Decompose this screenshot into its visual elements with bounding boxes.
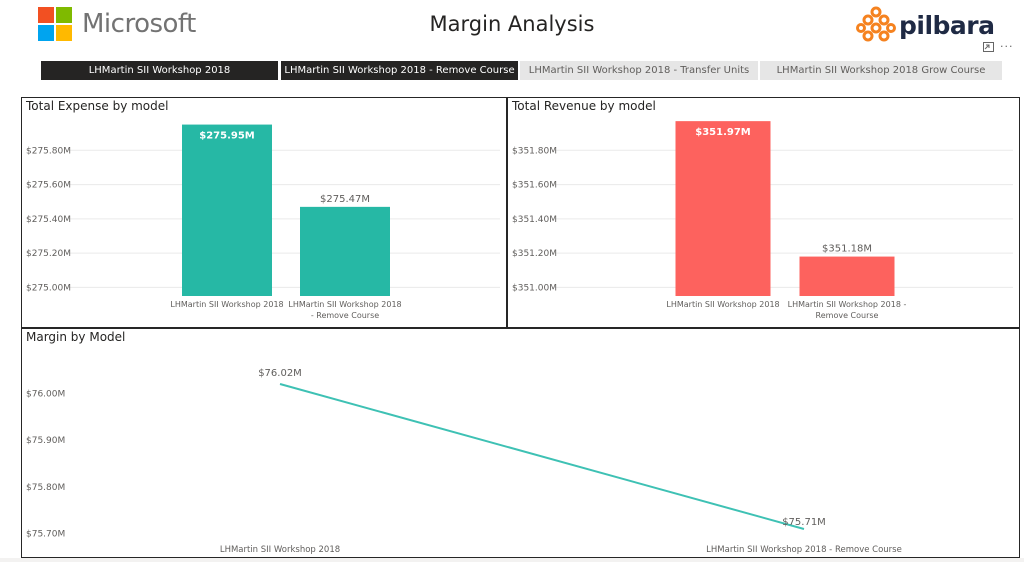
data-label: $275.95M	[199, 131, 255, 142]
logo-square-green	[56, 7, 72, 23]
x-category-label: LHMartin SII Workshop 2018 - Remove Cour…	[706, 545, 902, 555]
microsoft-logo-icon	[38, 7, 72, 41]
y-tick-label: $351.00M	[512, 283, 557, 293]
margin-series-line	[279, 383, 805, 530]
visual-toolbar: ···	[983, 40, 1014, 53]
pilbara-logo-icon	[856, 6, 896, 42]
x-category-label: LHMartin SII Workshop 2018 -Remove Cours…	[788, 300, 907, 320]
revenue-chart-title: Total Revenue by model	[512, 99, 656, 113]
y-tick-label: $351.20M	[512, 249, 557, 259]
y-tick-label: $275.40M	[26, 215, 71, 225]
y-tick-label: $351.40M	[512, 215, 557, 225]
y-tick-label: $275.80M	[26, 146, 71, 156]
y-tick-label: $75.70M	[26, 530, 65, 540]
more-options-icon[interactable]: ···	[1000, 40, 1014, 53]
y-tick-label: $351.60M	[512, 181, 557, 191]
expense-chart-title: Total Expense by model	[26, 99, 169, 113]
expense-bar-chart: $275.00M $275.20M $275.40M $275.60M $275.80M…	[26, 124, 500, 320]
focus-mode-icon[interactable]	[983, 41, 994, 52]
y-tick-label: $75.80M	[26, 483, 65, 493]
bar	[675, 121, 771, 296]
logo-square-blue	[38, 25, 54, 41]
logo-square-yellow	[56, 25, 72, 41]
data-label: $75.71M	[782, 517, 826, 528]
bar	[300, 206, 390, 296]
tab-grow-course[interactable]: LHMartin SII Workshop 2018 Grow Course	[760, 61, 1002, 80]
revenue-bar-chart: $351.00M $351.20M $351.40M $351.60M $351.80M…	[512, 121, 1013, 320]
microsoft-logo: Microsoft	[38, 7, 196, 41]
x-category-label: LHMartin SII Workshop 2018	[666, 300, 779, 309]
y-tick-label: $275.60M	[26, 181, 71, 191]
tab-workshop-2018[interactable]: LHMartin SII Workshop 2018	[41, 61, 278, 80]
y-tick-label: $275.00M	[26, 283, 71, 293]
data-label: $76.02M	[258, 368, 302, 379]
revenue-chart-panel[interactable]: Total Revenue by model $351.00M $351.20M $…	[507, 97, 1020, 328]
pilbara-wordmark: pilbara	[899, 10, 995, 40]
tab-transfer-units[interactable]: LHMartin SII Workshop 2018 - Transfer Un…	[520, 61, 758, 80]
bar	[799, 256, 895, 296]
margin-chart-panel[interactable]: Margin by Model $75.70M $75.80M $75.90M $76…	[21, 328, 1020, 558]
data-label: $351.18M	[822, 244, 872, 255]
margin-chart-title: Margin by Model	[26, 330, 126, 344]
tab-remove-course[interactable]: LHMartin SII Workshop 2018 - Remove Cour…	[281, 61, 518, 80]
microsoft-wordmark: Microsoft	[82, 9, 196, 39]
x-category-label: LHMartin SII Workshop 2018	[170, 300, 283, 309]
y-tick-label: $75.90M	[26, 436, 65, 446]
y-tick-label: $351.80M	[512, 146, 557, 156]
report-header: Microsoft Margin Analysis pilbara ···	[0, 0, 1024, 58]
data-label: $275.47M	[320, 194, 370, 205]
y-tick-label: $76.00M	[26, 389, 65, 399]
page-navigation-strip	[0, 558, 1024, 562]
bar	[182, 124, 272, 296]
page-title: Margin Analysis	[429, 12, 595, 36]
pilbara-logo: pilbara	[856, 6, 995, 44]
x-category-label: LHMartin SII Workshop 2018	[220, 545, 340, 555]
data-label: $351.97M	[695, 127, 751, 138]
margin-line-chart: $75.70M $75.80M $75.90M $76.00M $76.02M LHMar…	[26, 368, 902, 555]
expense-chart-panel[interactable]: Total Expense by model $275.00M $275.20M $…	[21, 97, 507, 328]
y-tick-label: $275.20M	[26, 249, 71, 259]
logo-square-red	[38, 7, 54, 23]
x-category-label: LHMartin SII Workshop 2018- Remove Cours…	[288, 300, 401, 320]
